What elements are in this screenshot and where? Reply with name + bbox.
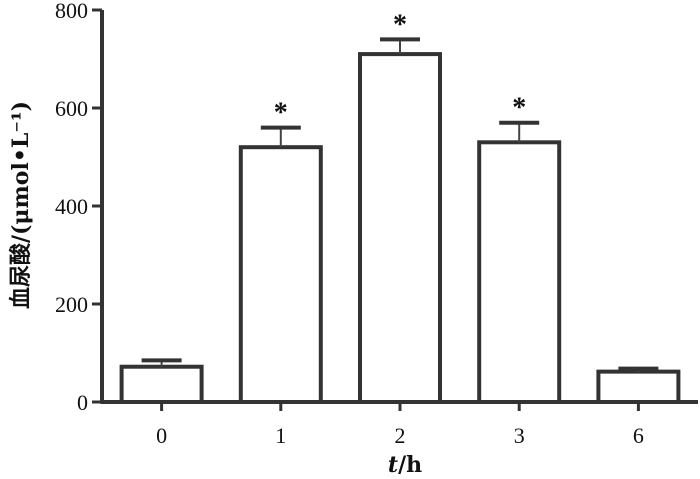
significance-marker-2: *: [393, 9, 407, 40]
y-tick-label-400: 400: [55, 194, 88, 219]
x-tick-label-3: 3: [514, 423, 525, 448]
x-axis-title-italic: t: [388, 452, 398, 478]
y-tick-label-0: 0: [77, 390, 88, 415]
bar-1: [238, 145, 323, 404]
x-axis-title: t/h: [388, 452, 422, 478]
x-axis-title-unit: /h: [398, 452, 422, 478]
x-tick-label-1: 1: [275, 423, 286, 448]
axes-layer: [92, 8, 698, 411]
y-tick-label-200: 200: [55, 292, 88, 317]
bar-3: [477, 140, 562, 405]
significance-marker-3: *: [512, 93, 526, 124]
y-tick-label-600: 600: [55, 96, 88, 121]
bars-layer: [119, 52, 681, 405]
y-axis-title: 血尿酸/(μmol•L⁻¹): [8, 101, 34, 309]
bar-6: [596, 369, 681, 404]
y-tick-label-800: 800: [55, 0, 88, 23]
bar-2: [358, 52, 442, 404]
x-tick-label-0: 0: [156, 423, 167, 448]
bar-0: [119, 364, 204, 404]
error-bars-layer: [141, 37, 659, 372]
labels-layer: 0 * 1 * 2 * 3 6 0 200 400 600 800: [55, 0, 644, 448]
significance-marker-1: *: [274, 98, 288, 129]
x-tick-label-2: 2: [395, 423, 406, 448]
x-tick-label-6: 6: [633, 423, 644, 448]
